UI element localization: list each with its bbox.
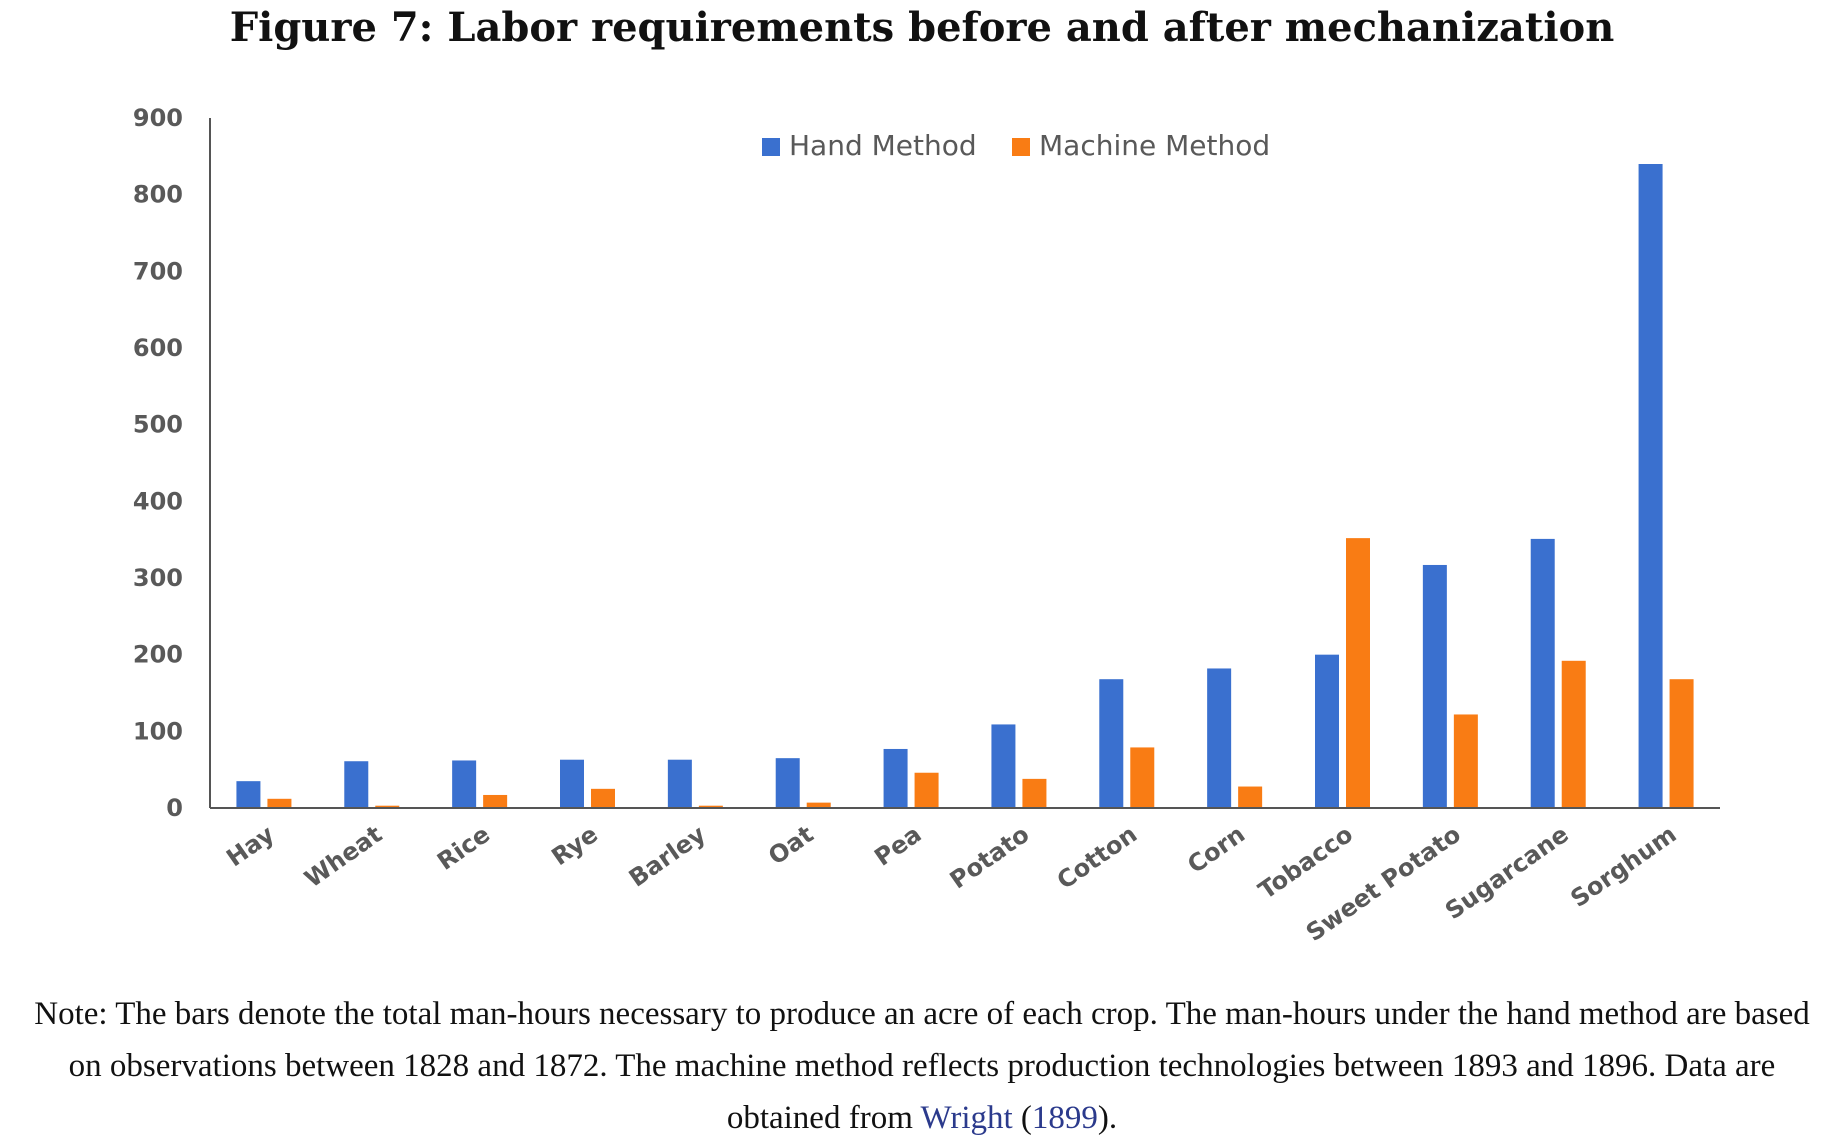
bar-machine-method-rye — [591, 788, 615, 808]
bar-machine-method-cotton — [1130, 747, 1155, 808]
y-tick-label: 800 — [133, 181, 183, 209]
y-tick-label: 700 — [133, 257, 183, 285]
bar-machine-method-potato — [1022, 778, 1047, 808]
y-axis-ticks: 0 100 200 300 400 500 600 700 800 900 — [133, 104, 183, 822]
bar-machine-method-sugarcane — [1561, 660, 1586, 808]
legend: Hand Method Machine Method — [762, 129, 1270, 162]
y-tick-label: 900 — [133, 104, 183, 132]
legend-swatch — [762, 138, 780, 156]
figure-title: Figure 7: Labor requirements before and … — [229, 4, 1615, 51]
legend-label: Machine Method — [1039, 129, 1270, 162]
legend-swatch — [1012, 138, 1030, 156]
bar-machine-method-barley — [698, 805, 723, 808]
y-tick-label: 400 — [133, 487, 183, 515]
legend-label: Hand Method — [789, 129, 977, 162]
bar-hand-method-potato — [991, 724, 1016, 808]
x-tick-label: Barley — [624, 820, 711, 893]
bar-hand-method-tobacco — [1315, 654, 1339, 808]
x-axis-labels: Hay Wheat Rice Rye Barley Oat Pea Potato Cotton C… — [221, 820, 1681, 947]
bar-hand-method-sweet-potato — [1422, 564, 1447, 808]
x-tick-label: Wheat — [299, 820, 387, 893]
note-citation-year[interactable]: 1899 — [1031, 1100, 1098, 1136]
y-tick-label: 600 — [133, 334, 183, 362]
bar-hand-method-hay — [236, 781, 261, 808]
bar-machine-method-sorghum — [1669, 679, 1694, 808]
bar-hand-method-cotton — [1099, 679, 1124, 808]
bar-hand-method-rye — [560, 759, 584, 808]
bar-machine-method-sweet-potato — [1453, 714, 1478, 808]
y-tick-label: 200 — [133, 641, 183, 669]
bar-chart: 0 100 200 300 400 500 600 700 800 900 Hay Wheat Ric… — [133, 104, 1720, 947]
y-tick-label: 300 — [133, 564, 183, 592]
x-tick-label: Hay — [221, 820, 279, 873]
x-tick-label: Oat — [763, 820, 818, 871]
note-paren-close: ). — [1097, 1100, 1118, 1136]
figure-note: Note: The bars denote the total man-hour… — [20, 988, 1824, 1144]
note-paren-open: ( — [1012, 1100, 1032, 1136]
x-tick-label: Pea — [869, 820, 926, 872]
note-text: Note: The bars denote the total man-hour… — [34, 996, 1810, 1136]
x-tick-label: Sorghum — [1566, 820, 1682, 913]
bar-machine-method-corn — [1238, 786, 1263, 808]
bar-machine-method-rice — [483, 794, 508, 808]
y-tick-label: 0 — [166, 794, 183, 822]
bar-hand-method-sugarcane — [1530, 538, 1555, 808]
x-tick-label: Rye — [546, 820, 602, 871]
x-tick-label: Tobacco — [1253, 820, 1358, 905]
bar-hand-method-corn — [1207, 668, 1232, 808]
x-tick-label: Cotton — [1052, 820, 1142, 895]
bar-hand-method-oat — [775, 758, 800, 808]
bar-hand-method-rice — [452, 760, 477, 808]
x-tick-label: Rice — [432, 820, 495, 876]
bar-machine-method-pea — [914, 772, 939, 808]
note-citation-author[interactable]: Wright — [920, 1100, 1013, 1136]
bars — [236, 164, 1694, 808]
bar-machine-method-wheat — [375, 805, 400, 808]
bar-machine-method-hay — [267, 798, 292, 808]
bar-machine-method-tobacco — [1346, 538, 1370, 808]
y-tick-label: 100 — [133, 717, 183, 745]
bar-hand-method-pea — [883, 748, 908, 808]
y-tick-label: 500 — [133, 411, 183, 439]
bar-machine-method-oat — [806, 802, 831, 808]
bar-hand-method-barley — [667, 759, 692, 808]
x-tick-label: Corn — [1182, 820, 1250, 879]
bar-hand-method-wheat — [344, 761, 369, 808]
bar-hand-method-sorghum — [1638, 164, 1663, 808]
x-tick-label: Potato — [945, 820, 1035, 894]
